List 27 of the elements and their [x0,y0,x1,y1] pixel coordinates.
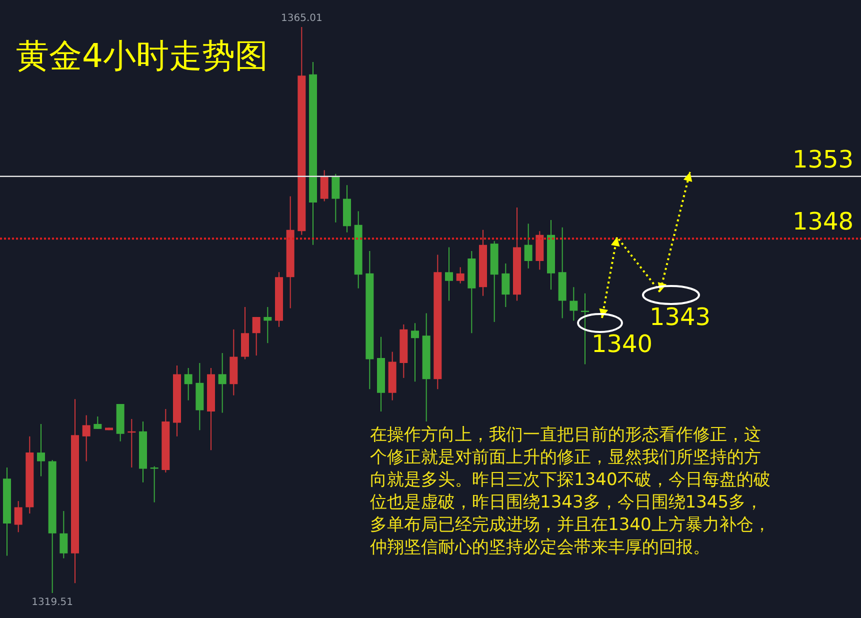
candlestick [37,423,45,477]
candlestick [241,306,249,360]
candlestick [502,262,510,308]
chart-title: 黄金4小时走势图 [16,36,268,75]
annotation: 在操作方向上，我们一直把目前的形态看作修正，这个修正就是对前面上升的修正，显然我们所坚持的方向就是多头。昨日三次下探1340不破，今日每盘的破位也是虚破，昨日围绕1343多，今日围绕1345多，多单布局已经完成进场，并且在1340上方暴力补仓，仲翔坚信耐心的坚持必定会带来丰厚的回报。 [370,425,770,558]
ref-line-label: 1353 [792,145,854,174]
candlestick [82,414,90,462]
annotation: 1365.01 [280,13,322,24]
candlestick [218,352,226,414]
ref-line-label: 1348 [792,208,854,236]
candlestick [14,500,22,533]
candlestick [524,223,532,269]
annotation: 1319.51 [32,597,74,608]
candlestick [411,322,419,382]
text: 1343 [649,303,711,331]
text: 1340 [591,330,653,358]
candlestick [252,316,260,356]
candlestick [60,510,68,559]
candlestick [332,173,340,223]
candlestick [184,367,192,401]
candlestick [320,170,328,202]
candlestick [264,306,272,344]
candlestick [456,266,464,284]
candlestick [581,292,589,365]
candlestick [94,416,102,430]
candlestick [570,286,578,322]
candlestick [445,246,453,302]
